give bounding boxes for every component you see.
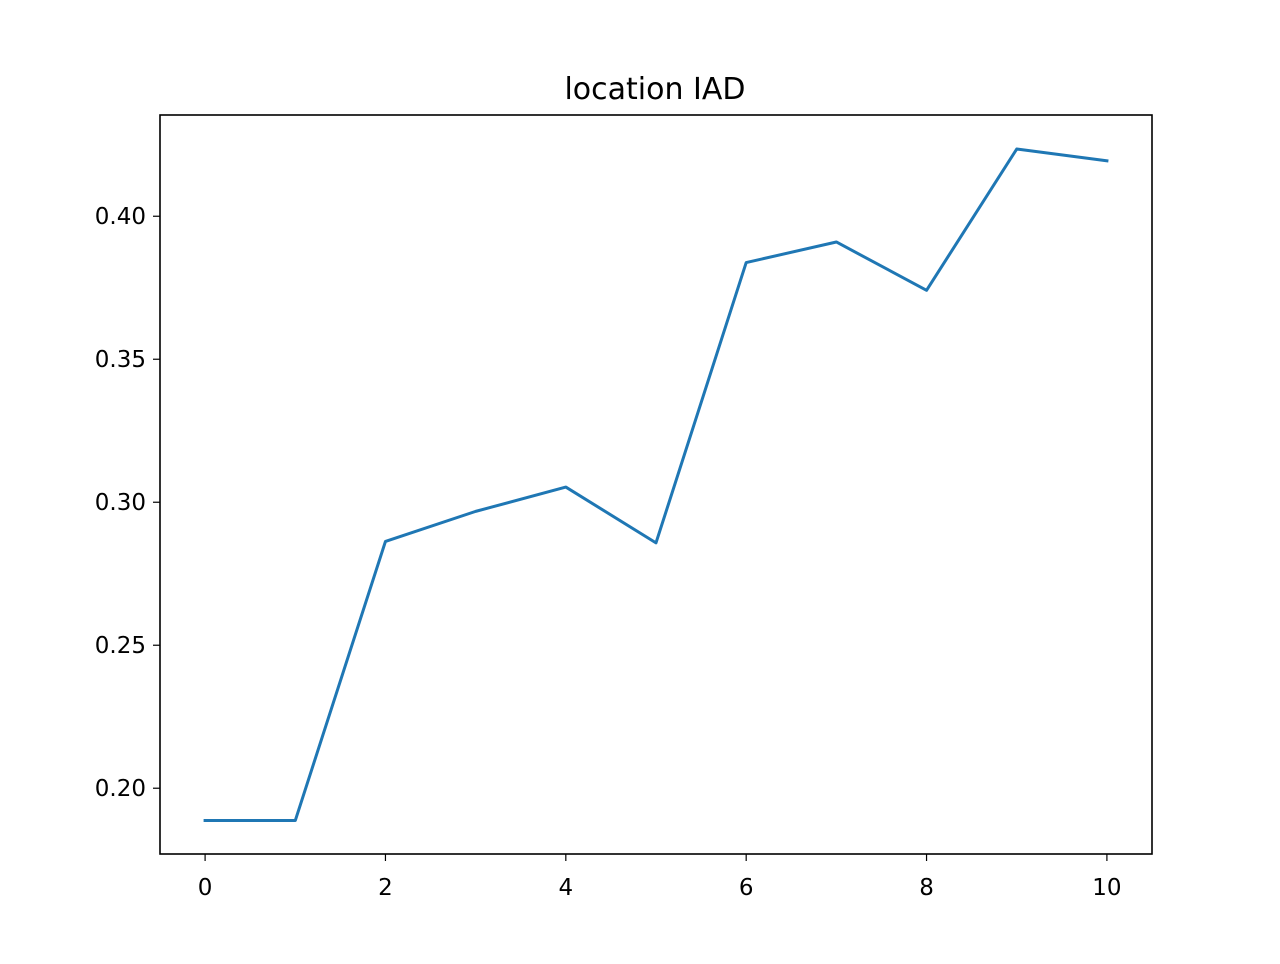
x-tick-label: 4 (558, 875, 573, 901)
axes-frame (159, 114, 1153, 855)
x-tick-label: 8 (919, 875, 934, 901)
series-line-0 (203, 147, 1109, 823)
x-tick-label: 2 (378, 875, 393, 901)
y-tick-label: 0.30 (95, 490, 146, 516)
y-tick-label: 0.35 (95, 347, 146, 373)
y-tick-label: 0.25 (95, 633, 146, 659)
plot-area: 0 2 4 6 8 10 0.20 0.25 0.30 0.35 0.40 (95, 114, 1153, 901)
x-tick-label: 0 (198, 875, 213, 901)
y-tick-label: 0.20 (95, 776, 146, 802)
x-tick-label: 6 (739, 875, 754, 901)
y-tick-label: 0.40 (95, 204, 146, 230)
chart-title: location IAD (564, 72, 745, 107)
x-tick-label: 10 (1092, 875, 1121, 901)
